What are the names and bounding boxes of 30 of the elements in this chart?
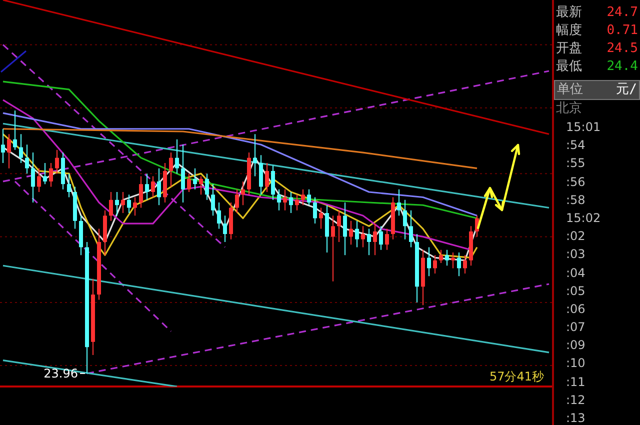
text: :11: [565, 374, 586, 391]
annotation: 23.96: [44, 366, 78, 381]
category-label: 单位: [557, 81, 583, 99]
text: :05: [565, 282, 586, 300]
text: :56: [565, 174, 586, 191]
text: 元/: [616, 82, 637, 97]
text: 0.71: [606, 23, 638, 38]
text: 24.4: [606, 59, 638, 74]
text: 15:02: [565, 210, 602, 227]
text: 北京: [555, 100, 583, 118]
text: :12: [565, 392, 586, 409]
text: :54: [565, 137, 586, 154]
text: :04: [565, 264, 586, 282]
category-label: 最新: [556, 4, 582, 22]
text: :55: [565, 155, 586, 172]
text: :13: [565, 410, 586, 425]
text: :02: [565, 228, 586, 246]
text: :07: [565, 319, 586, 336]
category-label: 开盘: [556, 40, 582, 58]
text: 24.7: [606, 5, 638, 20]
category-label: 最低: [556, 58, 582, 76]
category-label: 幅度: [556, 22, 582, 40]
text: :10: [565, 355, 586, 372]
text: 24.5: [606, 41, 638, 56]
text: :03: [565, 246, 586, 264]
annotation: 57分41秒: [489, 370, 544, 384]
text: :06: [565, 300, 586, 318]
text: :58: [565, 192, 586, 209]
text: 15:01: [565, 119, 602, 136]
text: :09: [565, 337, 586, 354]
